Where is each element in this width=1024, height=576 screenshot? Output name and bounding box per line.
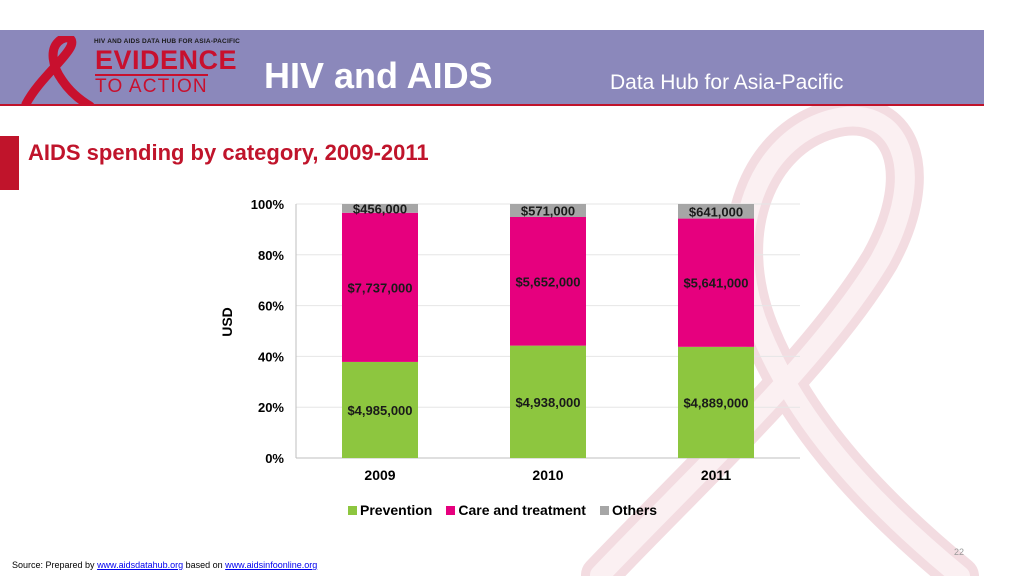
bar-segment-others-2011 [678, 204, 754, 219]
data-label: $4,985,000 [347, 403, 412, 418]
y-tick-label: 20% [258, 400, 284, 415]
legend-swatch-others [599, 505, 609, 515]
bar-segment-others-2009 [342, 204, 418, 213]
data-label: $4,889,000 [683, 395, 748, 410]
evidence-to-action-logo: HIV AND AIDS DATA HUB FOR ASIA-PACIFIC E… [18, 36, 243, 106]
data-label: $456,000 [353, 201, 407, 216]
legend-label-others: Others [611, 502, 658, 518]
legend-swatch-care-and-treatment [446, 505, 456, 515]
x-tick-label: 2010 [532, 467, 563, 483]
title-accent-tab [0, 136, 19, 190]
bar-segment-care-and-treatment-2010 [510, 216, 586, 346]
bar-segment-others-2010 [510, 204, 586, 217]
source-note: Source: Prepared by www.aidsdatahub.org … [12, 560, 317, 570]
y-tick-label: 0% [265, 451, 284, 466]
bar-segment-prevention-2011 [678, 346, 754, 458]
bar-segment-care-and-treatment-2009 [342, 212, 418, 362]
y-tick-label: 60% [258, 299, 284, 314]
data-label: $5,652,000 [515, 274, 580, 289]
bar-segment-prevention-2009 [342, 361, 418, 458]
header-title: HIV and AIDS [264, 55, 493, 96]
logo-evidence-text: EVIDENCE [95, 45, 238, 75]
data-label: $571,000 [521, 203, 575, 218]
logo-to-action-text: TO ACTION [95, 74, 208, 97]
page-number: 22 [954, 547, 965, 557]
chart-legend: Prevention Care and treatment Others [348, 502, 657, 518]
legend-label-prevention: Prevention [360, 502, 433, 518]
source-link-aidsinfoonline[interactable]: www.aidsinfoonline.org [225, 560, 318, 570]
header-subtitle: Data Hub for Asia-Pacific [610, 71, 844, 94]
red-ribbon-icon [21, 36, 95, 106]
header-bar: HIV AND AIDS DATA HUB FOR ASIA-PACIFIC E… [0, 30, 984, 106]
legend-item-prevention: Prevention [348, 502, 432, 518]
legend-swatch-prevention [348, 505, 357, 515]
slide-title: AIDS spending by category, 2009-2011 [28, 140, 429, 165]
x-tick-label: 2011 [701, 467, 732, 483]
bar-segment-care-and-treatment-2011 [678, 218, 754, 347]
y-tick-label: 80% [258, 248, 284, 263]
logo-tagline: HIV AND AIDS DATA HUB FOR ASIA-PACIFIC [94, 38, 241, 45]
source-middle: based on [183, 560, 226, 570]
data-label: $5,641,000 [683, 276, 748, 291]
y-tick-label: 100% [251, 197, 285, 212]
source-link-aidsdatahub[interactable]: www.aidsdatahub.org [97, 560, 184, 570]
legend-item-care-and-treatment: Care and treatment [446, 502, 586, 518]
source-prefix: Source: Prepared by [12, 560, 98, 570]
bar-segment-prevention-2010 [510, 345, 586, 458]
data-label: $641,000 [689, 204, 743, 219]
y-tick-label: 40% [258, 349, 284, 364]
data-label: $7,737,000 [347, 280, 412, 295]
y-axis-title: USD [219, 307, 235, 337]
legend-item-others: Others [599, 502, 658, 518]
legend-label-care-and-treatment: Care and treatment [458, 502, 586, 518]
x-tick-label: 2009 [364, 467, 395, 483]
data-label: $4,938,000 [515, 395, 580, 410]
